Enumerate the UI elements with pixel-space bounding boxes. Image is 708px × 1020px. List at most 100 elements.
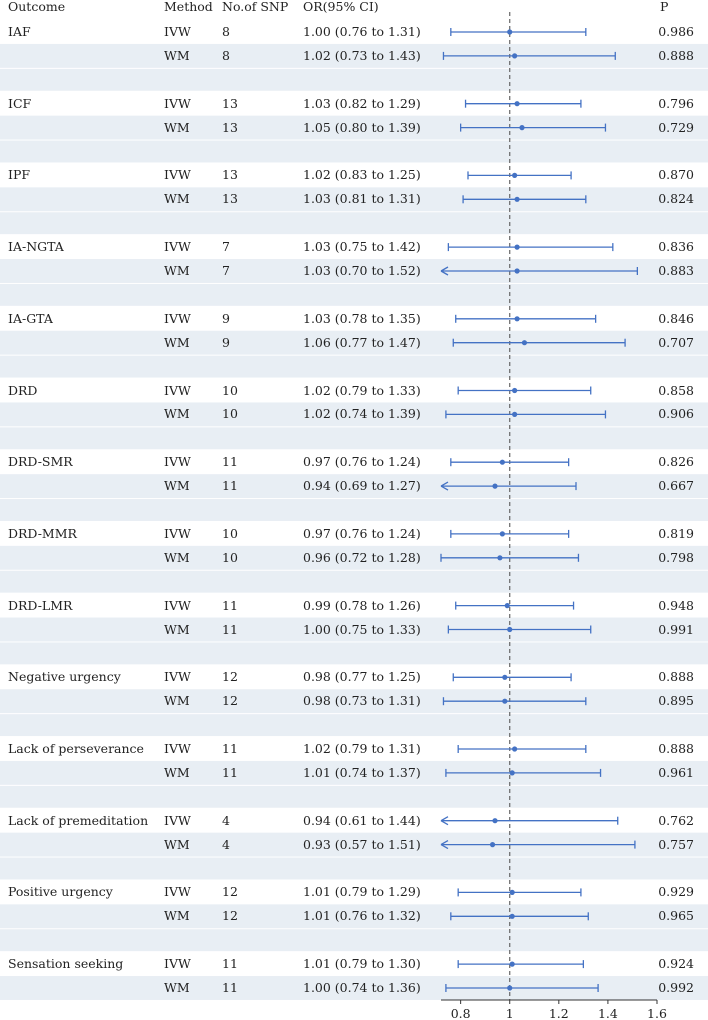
x-tick-label: 1.6 xyxy=(647,1006,667,1020)
nsnp-value: 8 xyxy=(222,47,230,63)
gap-stripe xyxy=(0,427,708,450)
p-value: 0.796 xyxy=(658,95,694,111)
nsnp-value: 11 xyxy=(222,956,238,972)
or-ci-value: 1.06 (0.77 to 1.47) xyxy=(303,334,421,350)
or-ci-value: 0.96 (0.72 to 1.28) xyxy=(303,549,421,565)
p-value: 0.836 xyxy=(658,239,694,255)
method-label: IVW xyxy=(164,95,191,111)
nsnp-value: 4 xyxy=(222,836,230,852)
row-stripe xyxy=(0,330,708,355)
row-stripe xyxy=(0,402,708,427)
or-ci-value: 1.00 (0.76 to 1.31) xyxy=(303,24,421,39)
row-stripe xyxy=(0,474,708,499)
or-ci-value: 0.97 (0.76 to 1.24) xyxy=(303,454,421,470)
nsnp-value: 10 xyxy=(222,549,238,565)
method-label: IVW xyxy=(164,597,191,613)
row-stripe xyxy=(0,904,708,929)
method-label: IVW xyxy=(164,310,191,326)
outcome-label: Lack of premeditation xyxy=(8,812,149,828)
outcome-label: Sensation seeking xyxy=(8,956,124,972)
nsnp-value: 13 xyxy=(222,167,238,183)
nsnp-value: 11 xyxy=(222,454,238,470)
row-stripe xyxy=(0,259,708,283)
gap-stripe xyxy=(0,929,708,952)
or-ci-value: 1.03 (0.82 to 1.29) xyxy=(303,95,421,111)
nsnp-value: 11 xyxy=(222,597,238,613)
method-label: IVW xyxy=(164,239,191,255)
point-estimate xyxy=(512,53,518,59)
row-stripe xyxy=(0,617,708,642)
outcome-label: DRD xyxy=(8,382,38,398)
method-label: IVW xyxy=(164,812,191,828)
nsnp-value: 7 xyxy=(222,239,230,255)
p-value: 0.707 xyxy=(658,334,694,350)
point-estimate xyxy=(507,29,513,35)
or-ci-value: 1.02 (0.83 to 1.25) xyxy=(303,167,421,183)
p-value: 0.757 xyxy=(658,836,694,852)
nsnp-value: 12 xyxy=(222,908,238,924)
method-label: WM xyxy=(164,263,190,278)
point-estimate xyxy=(502,698,508,704)
outcome-label: Positive urgency xyxy=(8,884,113,900)
method-label: IVW xyxy=(164,956,191,972)
p-value: 0.762 xyxy=(658,812,694,828)
nsnp-value: 11 xyxy=(222,764,238,780)
method-label: WM xyxy=(164,764,190,780)
point-estimate xyxy=(489,842,496,848)
gap-stripe xyxy=(0,355,708,378)
x-tick-label: 1.4 xyxy=(598,1006,618,1020)
outcome-label: DRD-SMR xyxy=(8,454,73,470)
nsnp-value: 7 xyxy=(222,263,230,278)
nsnp-value: 10 xyxy=(222,406,238,422)
ci-arrow-left xyxy=(440,266,449,276)
p-value: 0.991 xyxy=(658,621,694,637)
or-ci-value: 1.00 (0.75 to 1.33) xyxy=(303,621,421,637)
outcome-label: DRD-LMR xyxy=(8,597,73,613)
or-ci-value: 1.02 (0.74 to 1.39) xyxy=(303,406,421,422)
point-estimate xyxy=(514,268,520,274)
row-stripe xyxy=(0,760,708,785)
p-value: 0.888 xyxy=(658,47,694,63)
or-ci-value: 0.99 (0.78 to 1.26) xyxy=(303,597,421,613)
x-tick-label: 1 xyxy=(506,1006,514,1020)
nsnp-value: 12 xyxy=(222,884,238,900)
or-ci-value: 1.01 (0.79 to 1.29) xyxy=(303,884,421,900)
ci-arrow-left xyxy=(440,840,449,850)
row-stripe xyxy=(0,976,708,1000)
p-value: 0.895 xyxy=(658,693,694,709)
nsnp-value: 12 xyxy=(222,693,238,709)
gap-stripe xyxy=(0,570,708,593)
point-estimate xyxy=(512,172,518,178)
ci-arrow-left xyxy=(440,481,449,491)
nsnp-value: 10 xyxy=(222,525,238,541)
p-value: 0.824 xyxy=(658,191,694,207)
p-value: 0.846 xyxy=(658,310,694,326)
point-estimate xyxy=(497,555,503,561)
p-value: 0.965 xyxy=(658,908,694,924)
p-value: 0.961 xyxy=(658,764,694,780)
point-estimate xyxy=(514,244,520,250)
row-stripe xyxy=(0,832,708,857)
or-ci-value: 1.00 (0.74 to 1.36) xyxy=(303,980,421,995)
gap-stripe xyxy=(0,140,708,163)
header-or: OR(95% CI) xyxy=(303,0,379,14)
or-ci-value: 0.97 (0.76 to 1.24) xyxy=(303,525,421,541)
nsnp-value: 11 xyxy=(222,621,238,637)
method-label: WM xyxy=(164,334,190,350)
nsnp-value: 9 xyxy=(222,310,230,326)
point-estimate xyxy=(514,101,520,107)
nsnp-value: 9 xyxy=(222,334,230,350)
outcome-label: Lack of perseverance xyxy=(8,741,144,756)
point-estimate xyxy=(509,913,515,919)
method-label: WM xyxy=(164,693,190,709)
point-estimate xyxy=(499,531,505,537)
p-value: 0.906 xyxy=(658,406,694,422)
point-estimate xyxy=(502,674,508,680)
method-label: WM xyxy=(164,406,190,422)
p-value: 0.986 xyxy=(658,24,694,39)
gap-stripe xyxy=(0,68,708,91)
p-value: 0.870 xyxy=(658,167,694,183)
or-ci-value: 1.03 (0.70 to 1.52) xyxy=(303,263,421,278)
x-tick-label: 1.2 xyxy=(549,1006,569,1020)
p-value: 0.924 xyxy=(658,956,694,972)
